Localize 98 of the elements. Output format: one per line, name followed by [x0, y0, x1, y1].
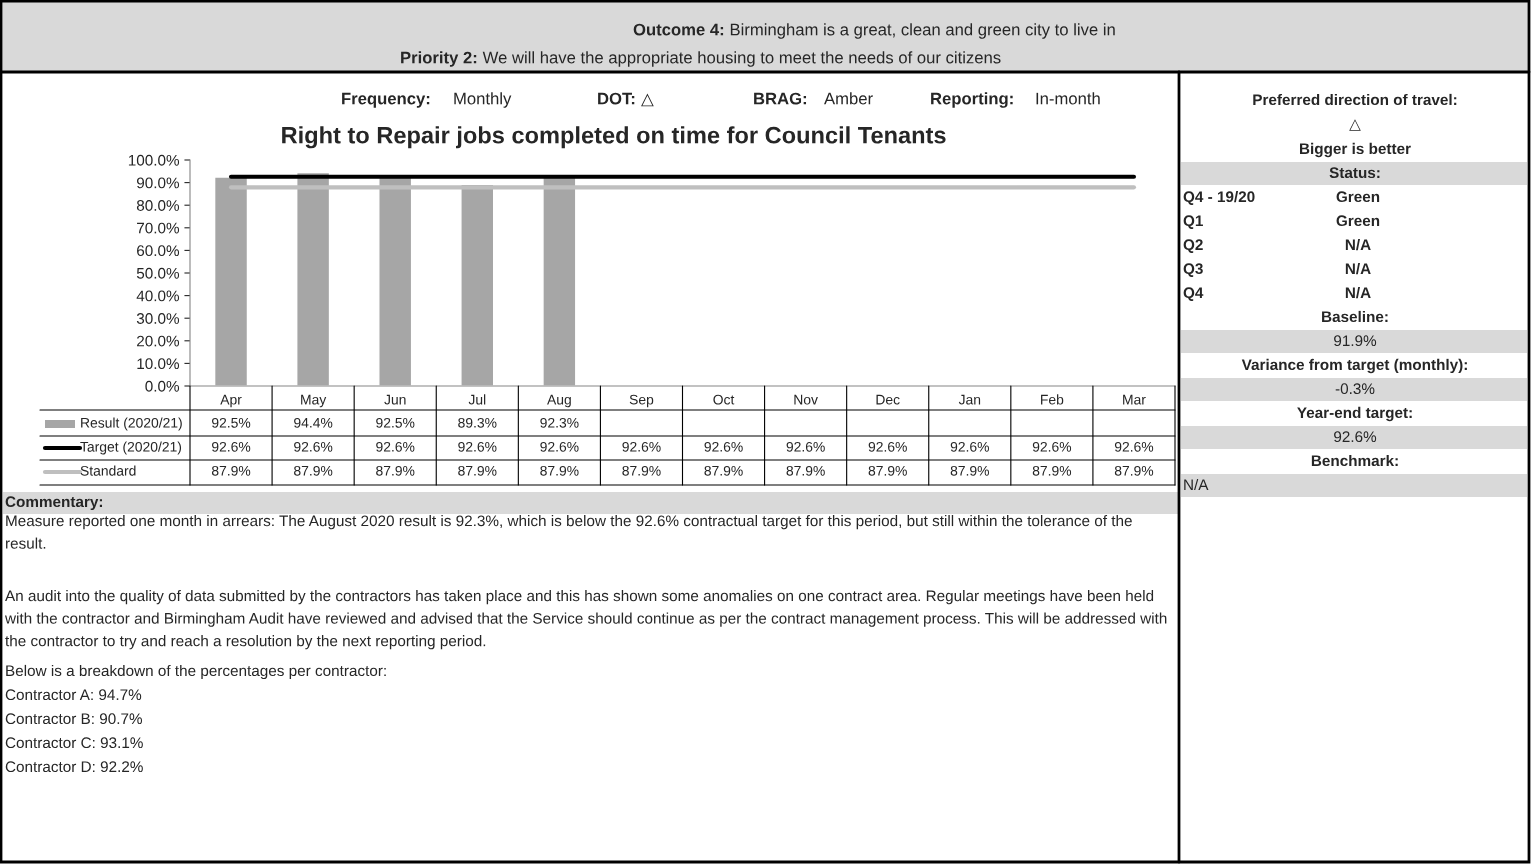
data-label: 87.9%	[786, 465, 825, 476]
data-label: 94.4%	[294, 417, 333, 428]
text: -0.3%	[1335, 383, 1375, 395]
text: BRAG:	[754, 92, 807, 105]
data-label: 87.9%	[622, 465, 661, 476]
data-label: 92.6%	[786, 441, 825, 452]
text: N/A	[1184, 478, 1209, 491]
x-tick-label: Jan	[958, 394, 981, 405]
text: Benchmark:	[1311, 454, 1398, 467]
y-tick-label: 40.0%	[136, 290, 180, 302]
text: Q4 - 19/20	[1183, 190, 1255, 205]
x-tick-label: Aug	[547, 394, 571, 408]
data-label: 92.6%	[540, 441, 579, 452]
text: N/A	[1345, 262, 1371, 275]
data-label: 92.6%	[212, 441, 251, 452]
text: Q3	[1183, 263, 1203, 277]
data-label: 87.9%	[950, 465, 989, 476]
text: DOT:	[598, 92, 635, 105]
data-label: 87.9%	[704, 465, 743, 476]
data-label: 87.9%	[294, 465, 333, 476]
x-tick-label: Jul	[468, 394, 486, 405]
text: Status:	[1329, 167, 1380, 179]
data-label: 92.6%	[1032, 441, 1072, 452]
data-label: 87.9%	[1032, 465, 1072, 476]
text: Monthly	[454, 92, 512, 108]
data-label: 92.5%	[376, 417, 415, 428]
text: Commentary:	[5, 496, 103, 511]
y-tick-label: 70.0%	[137, 222, 180, 234]
text: Bigger is better	[1299, 142, 1411, 158]
text: Frequency:	[342, 92, 430, 108]
text: △	[1349, 119, 1361, 131]
data-label: 92.6%	[1114, 441, 1154, 452]
chart-title: Right to Repair jobs completed on time for Council Tenants	[282, 126, 946, 149]
data-label: 92.6%	[622, 441, 661, 452]
text: We will have the appropriate housing to meet the needs of our citizens	[482, 51, 1001, 67]
text: Priority 2:	[401, 51, 477, 67]
y-tick-label: 60.0%	[137, 245, 180, 257]
x-tick-label: Oct	[713, 394, 735, 405]
y-tick-label: 90.0%	[136, 177, 180, 189]
x-tick-label: May	[301, 394, 327, 408]
data-label: 92.6%	[868, 441, 907, 452]
text: Q2	[1183, 239, 1203, 253]
text: Q1	[1183, 215, 1203, 229]
data-label: 87.9%	[868, 465, 907, 476]
legend-label: Result (2020/21)	[81, 417, 182, 431]
text: Year-end target:	[1297, 406, 1412, 422]
data-label: 92.3%	[540, 417, 579, 428]
data-label: 89.3%	[458, 417, 497, 428]
data-label: 92.6%	[950, 441, 989, 452]
text: Variance from target (monthly):	[1241, 358, 1467, 374]
text: N/A	[1345, 238, 1371, 251]
x-tick-label: Mar	[1123, 394, 1146, 405]
y-tick-label: 20.0%	[137, 335, 180, 347]
data-label: 87.9%	[540, 465, 579, 476]
data-label: 92.6%	[294, 441, 333, 452]
y-tick-label: 0.0%	[145, 380, 180, 392]
y-tick-label: 80.0%	[136, 200, 180, 211]
y-tick-label: 50.0%	[136, 267, 180, 279]
text: △	[641, 93, 654, 107]
data-label: 87.9%	[211, 465, 251, 476]
legend-label: Standard	[80, 465, 136, 476]
x-tick-label: Jun	[384, 394, 406, 405]
y-tick-label: 100.0%	[128, 154, 180, 166]
text: Contractor C: 93.1%	[5, 737, 143, 749]
data-label: 87.9%	[458, 465, 497, 476]
data-label: 92.5%	[212, 417, 251, 428]
text: Green	[1336, 191, 1380, 203]
x-tick-label: Dec	[876, 394, 900, 405]
data-label: 92.6%	[458, 441, 497, 452]
text: Q4	[1183, 287, 1204, 301]
legend-label: Target (2020/21)	[80, 441, 182, 455]
x-tick-label: Apr	[220, 394, 242, 408]
text: Birmingham is a great, clean and green city to live in	[730, 23, 1115, 39]
text: 92.6%	[1334, 431, 1377, 443]
text: Preferred direction of travel:	[1253, 93, 1457, 106]
data-label: 87.9%	[1114, 465, 1154, 476]
text: In-month	[1036, 92, 1100, 105]
text: An audit into the quality of data submitted by the contractors has taken place and this has shown some anomalies on one contract area. Regular meetings have been held with the contractor and Birmingham Audit have reviewed and advised that the Service should continue as per the contract management process. This will be addressed with the contractor to try and reach a resolution by the next reporting period.	[4, 590, 1167, 650]
text: Contractor B: 90.7%	[5, 713, 143, 725]
text: Measure reported one month in arrears: The August 2020 result is 92.3%, which is below the 92.6% contractual target for this period, but still within the tolerance of the result.	[6, 515, 1132, 549]
x-tick-label: Sep	[629, 394, 654, 408]
x-tick-label: Nov	[794, 394, 818, 405]
text: Baseline:	[1322, 310, 1388, 323]
text: 91.9%	[1334, 335, 1377, 347]
x-tick-label: Feb	[1041, 394, 1064, 405]
y-tick-label: 10.0%	[137, 358, 180, 370]
data-label: 87.9%	[376, 465, 415, 476]
data-label: 92.6%	[704, 441, 743, 452]
text: Green	[1336, 215, 1380, 227]
text: Outcome 4:	[633, 23, 724, 36]
text: Below is a breakdown of the percentages per contractor:	[6, 664, 386, 680]
y-tick-label: 30.0%	[136, 313, 180, 324]
text: Contractor A: 94.7%	[5, 689, 142, 701]
text: Amber	[824, 92, 873, 105]
text: Contractor D: 92.2%	[5, 761, 143, 773]
data-label: 92.6%	[376, 441, 415, 452]
text: Reporting:	[931, 92, 1013, 108]
text: N/A	[1345, 286, 1371, 299]
